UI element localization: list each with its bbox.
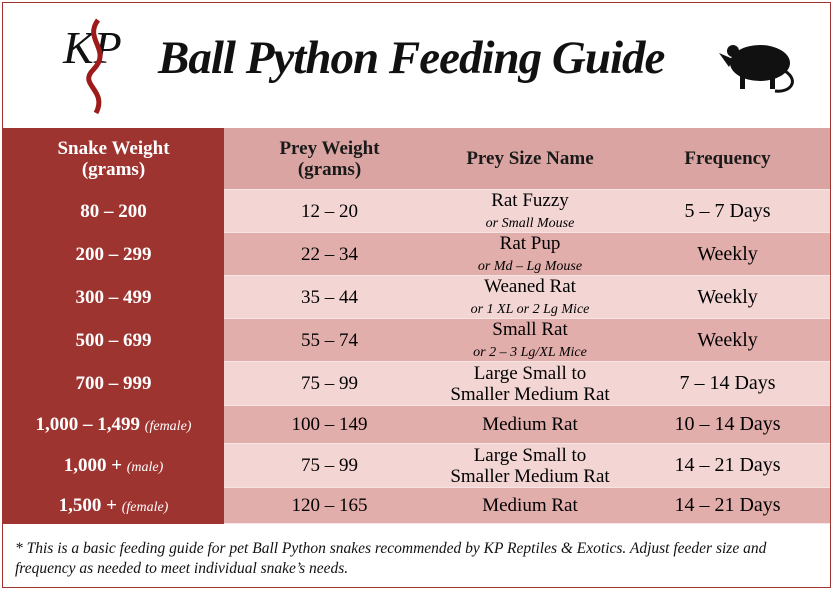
cell-main: Weaned Rat bbox=[484, 276, 576, 297]
table-cell: 12 – 20 bbox=[224, 189, 435, 233]
column-header: Prey Weight (grams) bbox=[224, 128, 435, 190]
cell-main: 500 – 699 bbox=[75, 329, 152, 351]
table-cell: 80 – 200 bbox=[3, 189, 224, 233]
table-row: 80 – 200 12 – 20 Rat Fuzzy or Small Mouse 5 … bbox=[3, 189, 830, 233]
table-cell: Weaned Rat or 1 XL or 2 Lg Mice bbox=[435, 275, 625, 319]
table-cell: 1,500 + (female) bbox=[3, 487, 224, 524]
table-cell: Medium Rat bbox=[435, 405, 625, 444]
cell-main: Medium Rat bbox=[482, 495, 578, 516]
table-cell: Weekly bbox=[625, 318, 830, 362]
footnote: * This is a basic feeding guide for pet … bbox=[15, 540, 767, 577]
cell-main: Rat Pup bbox=[499, 233, 561, 254]
table-cell: Medium Rat bbox=[435, 487, 625, 524]
table-cell: 10 – 14 Days bbox=[625, 405, 830, 444]
cell-main: 700 – 999 bbox=[75, 373, 152, 394]
table-cell: 35 – 44 bbox=[224, 275, 435, 319]
table-cell: 120 – 165 bbox=[224, 487, 435, 524]
cell-main: 200 – 299 bbox=[75, 243, 152, 265]
column-header: Frequency bbox=[625, 128, 830, 190]
table-cell: Rat Pup or Md – Lg Mouse bbox=[435, 232, 625, 276]
table-cell: 1,000 + (male) bbox=[3, 443, 224, 488]
table-cell: 300 – 499 bbox=[3, 275, 224, 319]
table-cell: 200 – 299 bbox=[3, 232, 224, 276]
cell-main: 1,000 – 1,499 bbox=[35, 414, 141, 435]
cell-main: Large Small to Smaller Medium Rat bbox=[450, 362, 610, 405]
table-cell: 22 – 34 bbox=[224, 232, 435, 276]
table-cell: 5 – 7 Days bbox=[625, 189, 830, 233]
title: Ball Python Feeding Guide bbox=[158, 32, 665, 84]
cell-main: Small Rat bbox=[492, 319, 568, 340]
table-cell: Weekly bbox=[625, 275, 830, 319]
table-cell: Weekly bbox=[625, 232, 830, 276]
table-cell: 75 – 99 bbox=[224, 443, 435, 488]
table-cell: Rat Fuzzy or Small Mouse bbox=[435, 189, 625, 233]
table-cell: Large Small to Smaller Medium Rat bbox=[435, 443, 625, 488]
cell-main: Large Small to Smaller Medium Rat bbox=[450, 444, 610, 487]
table-cell: 1,000 – 1,499 (female) bbox=[3, 405, 224, 444]
cell-note: or 1 XL or 2 Lg Mice bbox=[470, 302, 590, 317]
table-row: 1,500 + (female) 120 – 165 Medium Rat 14 – … bbox=[3, 487, 830, 524]
column-header: Snake Weight (grams) bbox=[3, 128, 224, 190]
logo-snake bbox=[86, 18, 103, 115]
cell-note: (male) bbox=[126, 460, 164, 475]
cell-note: or 2 – 3 Lg/XL Mice bbox=[473, 345, 587, 360]
cell-main: Medium Rat bbox=[482, 414, 578, 435]
cell-note: or Md – Lg Mouse bbox=[477, 259, 583, 274]
column-header: Prey Size Name bbox=[435, 128, 625, 190]
cell-note: (female) bbox=[144, 419, 192, 434]
table-cell: 75 – 99 bbox=[224, 361, 435, 406]
table-cell: 500 – 699 bbox=[3, 318, 224, 362]
table-cell: 700 – 999 bbox=[3, 361, 224, 406]
cell-note: or Small Mouse bbox=[485, 216, 575, 231]
header-row: Snake Weight (grams) Prey Weight (grams) P… bbox=[3, 128, 830, 190]
table-row: 1,000 + (male) 75 – 99 Large Small to Smal… bbox=[3, 443, 830, 488]
table-cell: 100 – 149 bbox=[224, 405, 435, 444]
feeding-table: Snake Weight (grams) Prey Weight (grams) P… bbox=[3, 128, 830, 524]
table-cell: 7 – 14 Days bbox=[625, 361, 830, 406]
table-cell: Small Rat or 2 – 3 Lg/XL Mice bbox=[435, 318, 625, 362]
table-cell: 55 – 74 bbox=[224, 318, 435, 362]
cell-main: 1,500 + bbox=[58, 495, 117, 516]
table-cell: 14 – 21 Days bbox=[625, 487, 830, 524]
table-cell: 14 – 21 Days bbox=[625, 443, 830, 488]
cell-main: 80 – 200 bbox=[80, 200, 147, 222]
table-row: 200 – 299 22 – 34 Rat Pup or Md – Lg Mouse W… bbox=[3, 232, 830, 276]
cell-main: Rat Fuzzy bbox=[491, 190, 569, 211]
cell-main: 300 – 499 bbox=[75, 286, 152, 308]
cell-main: 1,000 + bbox=[63, 455, 123, 476]
table-row: 1,000 – 1,499 (female) 100 – 149 Medium Ra… bbox=[3, 405, 830, 444]
rat-icon bbox=[719, 45, 794, 93]
table-row: 500 – 699 55 – 74 Small Rat or 2 – 3 Lg/XL … bbox=[3, 318, 830, 362]
header: KP Ball Python Feeding Guide bbox=[3, 3, 830, 128]
table-row: 700 – 999 75 – 99 Large Small to Smaller M… bbox=[3, 361, 830, 406]
table-row: 300 – 499 35 – 44 Weaned Rat or 1 XL or 2 L… bbox=[3, 275, 830, 319]
cell-note: (female) bbox=[121, 500, 169, 515]
table-cell: Large Small to Smaller Medium Rat bbox=[435, 361, 625, 406]
